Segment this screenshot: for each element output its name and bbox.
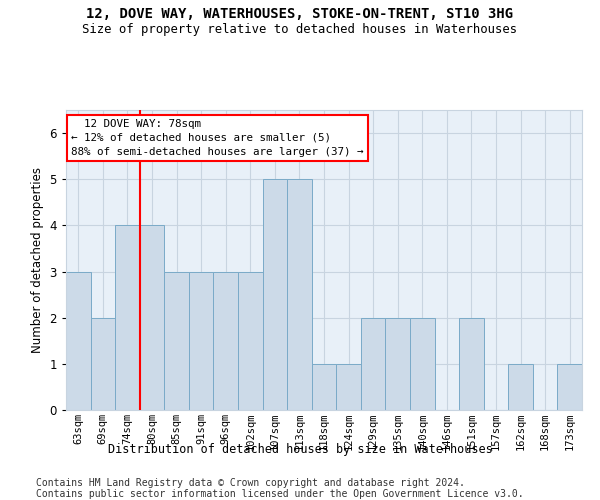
Bar (287, 179, 312, 410)
Bar (410, 318, 434, 410)
Bar (508, 364, 533, 410)
Bar (214, 272, 238, 410)
Bar (115, 226, 140, 410)
Text: 12, DOVE WAY, WATERHOUSES, STOKE-ON-TRENT, ST10 3HG: 12, DOVE WAY, WATERHOUSES, STOKE-ON-TREN… (86, 8, 514, 22)
Text: Contains HM Land Registry data © Crown copyright and database right 2024.: Contains HM Land Registry data © Crown c… (36, 478, 465, 488)
Bar (91, 318, 115, 410)
Bar (361, 318, 385, 410)
Bar (238, 272, 263, 410)
Bar (557, 364, 582, 410)
Bar (459, 318, 484, 410)
Bar (312, 364, 336, 410)
Bar (140, 226, 164, 410)
Bar (66, 272, 91, 410)
Y-axis label: Number of detached properties: Number of detached properties (31, 167, 44, 353)
Bar (189, 272, 214, 410)
Text: 12 DOVE WAY: 78sqm  
← 12% of detached houses are smaller (5)
88% of semi-detach: 12 DOVE WAY: 78sqm ← 12% of detached hou… (71, 119, 364, 157)
Text: Distribution of detached houses by size in Waterhouses: Distribution of detached houses by size … (107, 442, 493, 456)
Bar (336, 364, 361, 410)
Bar (164, 272, 189, 410)
Bar (385, 318, 410, 410)
Text: Size of property relative to detached houses in Waterhouses: Size of property relative to detached ho… (82, 22, 518, 36)
Bar (263, 179, 287, 410)
Text: Contains public sector information licensed under the Open Government Licence v3: Contains public sector information licen… (36, 489, 524, 499)
